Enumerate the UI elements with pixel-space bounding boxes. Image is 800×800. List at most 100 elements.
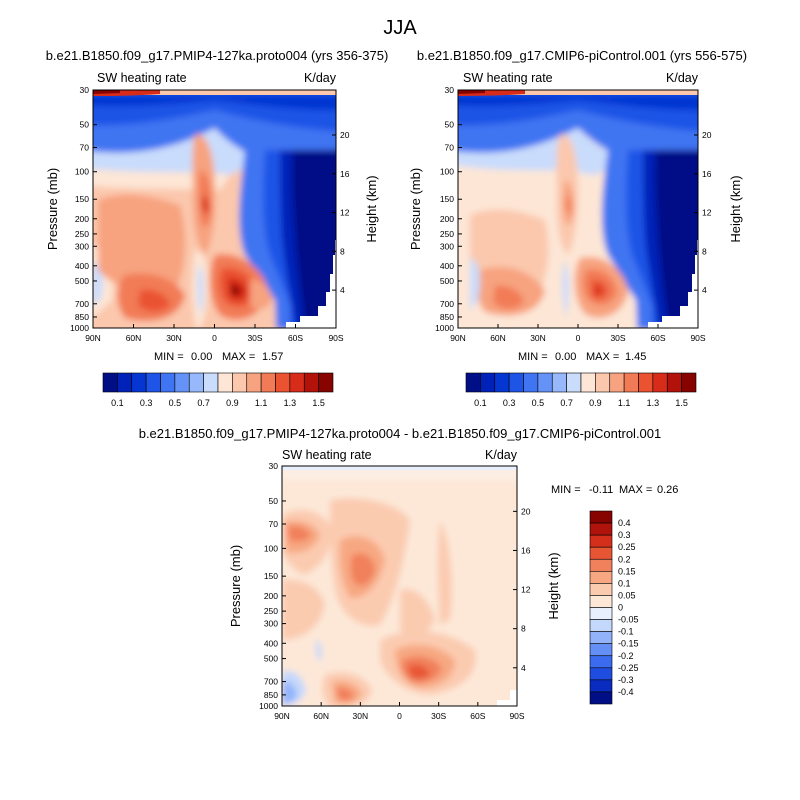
colorbar-box [589, 691, 613, 705]
panel-c-max-value: 0.26 [657, 484, 678, 496]
colorbar-box [589, 510, 613, 524]
panel-y-tick-label: 50 [269, 496, 279, 506]
panel-y-tick-label: 300 [264, 619, 278, 629]
colorbar-box [203, 372, 219, 393]
panel-b-y2label: Height (km) [728, 175, 743, 242]
colorbar-box [537, 372, 553, 393]
panel-a-max-value: 1.57 [262, 351, 283, 363]
panel-x-tick-label: 90N [85, 333, 101, 343]
colorbar-label: -0.3 [618, 675, 634, 685]
panel-y-tick-label: 400 [440, 261, 454, 271]
panel-c-max-label: MAX = [619, 484, 652, 496]
colorbar-box [188, 372, 204, 393]
panel-y-tick-label: 70 [269, 519, 279, 529]
panel-y-tick-label: 850 [75, 312, 89, 322]
panel-c-field [282, 466, 517, 706]
colorbar-box [589, 534, 613, 548]
panel-x-tick-label: 60S [470, 711, 485, 721]
panel-c-variable-label: SW heating rate [282, 448, 372, 462]
panel-x-tick-label: 60S [288, 333, 303, 343]
colorbar-label: 1.5 [312, 398, 325, 408]
panel-b-ylabel: Pressure (mb) [408, 168, 423, 250]
panel-x-tick-label: 90S [328, 333, 343, 343]
colorbar-label: -0.2 [618, 651, 634, 661]
colorbar-label: 0.15 [618, 566, 636, 576]
panel-y2-tick-label: 8 [340, 246, 345, 256]
colorbar-box [589, 643, 613, 657]
panel-a-ylabel: Pressure (mb) [45, 168, 60, 250]
panel-b-min-value: 0.00 [555, 351, 576, 363]
colorbar-box [638, 372, 654, 393]
panel-x-tick-label: 90S [509, 711, 524, 721]
panel-b-min-label: MIN = [518, 351, 548, 363]
panel-y-tick-label: 50 [80, 120, 90, 130]
colorbar-label: 0.9 [226, 398, 239, 408]
panel-c-min-label: MIN = [551, 484, 581, 496]
panel-y-tick-label: 150 [264, 571, 278, 581]
colorbar-label: 0.1 [111, 398, 124, 408]
panel-c-ylabel: Pressure (mb) [228, 545, 243, 627]
panel-y-tick-label: 200 [75, 214, 89, 224]
panel-x-tick-label: 60N [313, 711, 329, 721]
panel-b-variable-label: SW heating rate [463, 71, 553, 85]
panel-y2-tick-label: 16 [340, 169, 350, 179]
panel-y-tick-label: 200 [264, 591, 278, 601]
colorbar-label: 0.3 [140, 398, 153, 408]
panel-b-axes: 90N 60N 30N 0 30S 60S 90S 30 50 70 100 150 200 250 300… [435, 85, 712, 343]
colorbar-label: 0.5 [169, 398, 182, 408]
panel-b-colorbar: 0.1 0.3 0.5 0.7 0.9 1.1 1.3 1.5 [465, 372, 697, 408]
colorbar-box [480, 372, 496, 393]
panel-a-y2label: Height (km) [364, 175, 379, 242]
panel-y-tick-label: 200 [440, 214, 454, 224]
panel-y2-tick-label: 16 [702, 169, 712, 179]
panel-y-tick-label: 300 [75, 241, 89, 251]
panel-y2-tick-label: 8 [521, 624, 526, 634]
panel-b-max-label: MAX = [586, 351, 619, 363]
colorbar-box [609, 372, 625, 393]
colorbar-box [217, 372, 233, 393]
colorbar-box [589, 631, 613, 644]
panel-y2-tick-label: 4 [521, 663, 526, 673]
colorbar-box [589, 571, 613, 584]
panel-x-tick-label: 30S [431, 711, 446, 721]
panel-x-tick-label: 0 [212, 333, 217, 343]
panel-b-title: b.e21.B1850.f09_g17.CMIP6-piControl.001 … [417, 48, 747, 63]
colorbar-label: 0.2 [618, 554, 631, 564]
panel-y-tick-label: 30 [80, 85, 90, 95]
panel-y2-tick-label: 12 [340, 208, 350, 218]
colorbar-label: 0.4 [618, 518, 631, 528]
colorbar-label: 0.25 [618, 542, 636, 552]
panel-a-title: b.e21.B1850.f09_g17.PMIP4-127ka.proto004… [46, 48, 389, 63]
colorbar-box [589, 546, 613, 560]
panel-y-tick-label: 100 [75, 167, 89, 177]
panel-y-tick-label: 70 [445, 143, 455, 153]
colorbar-box [589, 655, 613, 669]
colorbar-box [623, 372, 639, 393]
colorbar-box [652, 372, 668, 393]
panel-y-tick-label: 400 [75, 261, 89, 271]
panel-x-tick-label: 90N [274, 711, 290, 721]
panel-y2-tick-label: 20 [702, 130, 712, 140]
colorbar-label: 0.3 [503, 398, 516, 408]
panel-x-tick-label: 90N [450, 333, 466, 343]
colorbar-box [589, 679, 613, 693]
panel-x-tick-label: 60N [126, 333, 142, 343]
colorbar-box [289, 372, 305, 393]
panel-a-variable-label: SW heating rate [97, 71, 187, 85]
panel-a-field [93, 90, 336, 328]
colorbar-box [589, 522, 613, 536]
panel-b: b.e21.B1850.f09_g17.CMIP6-piControl.001 … [408, 48, 747, 408]
panel-b-field [458, 90, 698, 328]
panel-y-tick-label: 100 [440, 167, 454, 177]
colorbar-box [465, 372, 481, 393]
panel-y2-tick-label: 8 [702, 246, 707, 256]
colorbar-label: 1.3 [284, 398, 297, 408]
panel-y-tick-label: 850 [264, 690, 278, 700]
panel-x-tick-label: 30N [353, 711, 369, 721]
panel-c-title: b.e21.B1850.f09_g17.PMIP4-127ka.proto004… [139, 426, 662, 441]
colorbar-label: 0.1 [474, 398, 487, 408]
panel-y-tick-label: 1000 [435, 323, 454, 333]
colorbar-box [131, 372, 147, 393]
panel-a-colorbar: 0.1 0.3 0.5 0.7 0.9 1.1 1.3 1.5 [102, 372, 334, 408]
